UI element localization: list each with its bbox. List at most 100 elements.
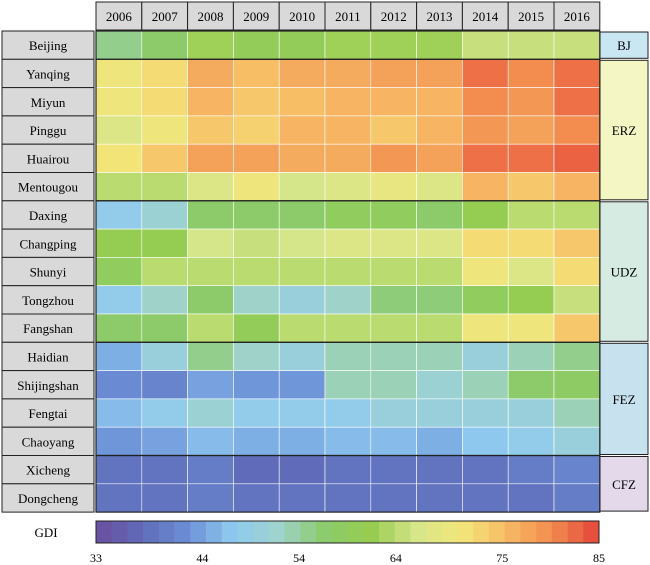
year-header-label: 2016 — [564, 9, 591, 24]
heatmap-cell — [553, 370, 601, 400]
heatmap-cell — [187, 58, 234, 88]
heatmap-cell — [462, 228, 509, 258]
year-header-box — [95, 1, 143, 31]
colorbar-segment — [316, 521, 333, 543]
heatmap-cell — [462, 313, 509, 343]
zone-label: BJ — [617, 38, 631, 53]
zone-label: FEZ — [612, 392, 635, 407]
year-header-label: 2009 — [243, 9, 269, 24]
district-label-box — [1, 341, 95, 372]
heatmap-cell — [233, 200, 280, 230]
heatmap-cell — [462, 483, 509, 513]
zone-labels: BJ ERZ UDZ FEZ CFZ — [599, 31, 649, 512]
heatmap-cell — [233, 398, 280, 428]
year-header-label: 2015 — [518, 9, 544, 24]
heatmap-cell — [233, 257, 280, 286]
heatmap-cell — [233, 115, 280, 145]
heatmap-cell — [95, 58, 143, 88]
heatmap-cell — [278, 341, 326, 371]
heatmap-cell — [187, 341, 234, 371]
colorbar-segment — [457, 521, 474, 543]
heatmap-cell — [187, 285, 234, 315]
heatmap-cell — [507, 30, 555, 60]
heatmap-cell — [324, 143, 372, 173]
heatmap-cell — [187, 398, 234, 428]
heatmap-cell — [462, 115, 509, 145]
heatmap-cell — [141, 313, 188, 343]
heatmap-cell — [416, 58, 463, 88]
heatmap-cell — [141, 30, 188, 60]
heatmap-cell — [462, 455, 509, 485]
district-label-box — [1, 30, 95, 60]
year-header-box — [141, 1, 189, 31]
heatmap-cell — [553, 257, 601, 286]
heatmap-cell — [233, 143, 280, 173]
colorbar-segment — [96, 521, 113, 543]
district-label-box — [1, 426, 95, 457]
heatmap-cell — [278, 313, 326, 343]
heatmap-cell — [324, 455, 372, 485]
heatmap-cell — [187, 172, 234, 202]
heatmap-cell — [187, 143, 234, 173]
heatmap-cell — [324, 426, 372, 456]
heatmap-cell — [507, 313, 555, 343]
heatmap-cell — [141, 87, 188, 117]
heatmap-cell — [507, 483, 555, 513]
heatmap-cell — [187, 426, 234, 456]
district-label-box — [1, 143, 95, 173]
district-label: Mentougou — [18, 180, 78, 195]
district-label: Chaoyang — [22, 434, 75, 449]
district-label: Yanqing — [26, 66, 70, 81]
heatmap-cell — [416, 426, 463, 456]
heatmap-cell — [324, 285, 372, 315]
heatmap-cell — [370, 257, 417, 286]
heatmap-cell — [278, 257, 326, 286]
year-headers: 2006 2007 2008 2009 2010 2011 2012 2013 2014 2015… — [95, 1, 601, 31]
heatmap-cell — [507, 58, 555, 88]
heatmap-cell — [278, 143, 326, 173]
heatmap-cell — [278, 172, 326, 202]
district-label-box — [1, 455, 95, 485]
district-label: Tongzhou — [22, 293, 74, 308]
year-header-label: 2011 — [335, 9, 361, 24]
heatmap-cell — [507, 341, 555, 371]
colorbar-segment — [504, 521, 521, 543]
heatmap-cell — [507, 200, 555, 230]
colorbar-segment — [221, 521, 238, 543]
year-header-box — [461, 1, 509, 31]
heatmap-cell — [233, 313, 280, 343]
heatmap-cell — [95, 200, 143, 230]
colorbar-tick-label: 64 — [390, 551, 402, 565]
colorbar-segment — [347, 521, 364, 543]
heatmap-cell — [187, 370, 234, 400]
heatmap-cell — [278, 200, 326, 230]
heatmap-cell — [141, 455, 188, 485]
heatmap-cell — [278, 285, 326, 315]
heatmap-cell — [95, 426, 143, 456]
heatmap-cell — [416, 370, 463, 400]
heatmap-cell — [553, 30, 601, 60]
heatmap-cell — [95, 115, 143, 145]
colorbar-segment — [394, 521, 411, 543]
heatmap-cell — [462, 370, 509, 400]
colorbar-segment — [253, 521, 270, 543]
colorbar-segment — [206, 521, 223, 543]
heatmap-cell — [324, 398, 372, 428]
district-label-box — [1, 370, 95, 400]
heatmap-cell — [507, 257, 555, 286]
heatmap-cell — [462, 285, 509, 315]
heatmap-cell — [278, 426, 326, 456]
heatmap-cell — [324, 257, 372, 286]
heatmap-cell — [233, 370, 280, 400]
heatmap-cell — [233, 58, 280, 88]
heatmap-cell — [278, 398, 326, 428]
year-header-label: 2008 — [198, 9, 224, 24]
district-label: Shijingshan — [17, 378, 79, 393]
year-header-label: 2014 — [472, 9, 499, 24]
district-label: Xicheng — [26, 463, 71, 478]
zone-label-box — [599, 31, 649, 59]
district-label: Pinggu — [30, 123, 67, 138]
colorbar-tick-label: 75 — [496, 551, 508, 565]
heatmap-cell — [95, 313, 143, 343]
district-label: Daxing — [29, 208, 68, 223]
